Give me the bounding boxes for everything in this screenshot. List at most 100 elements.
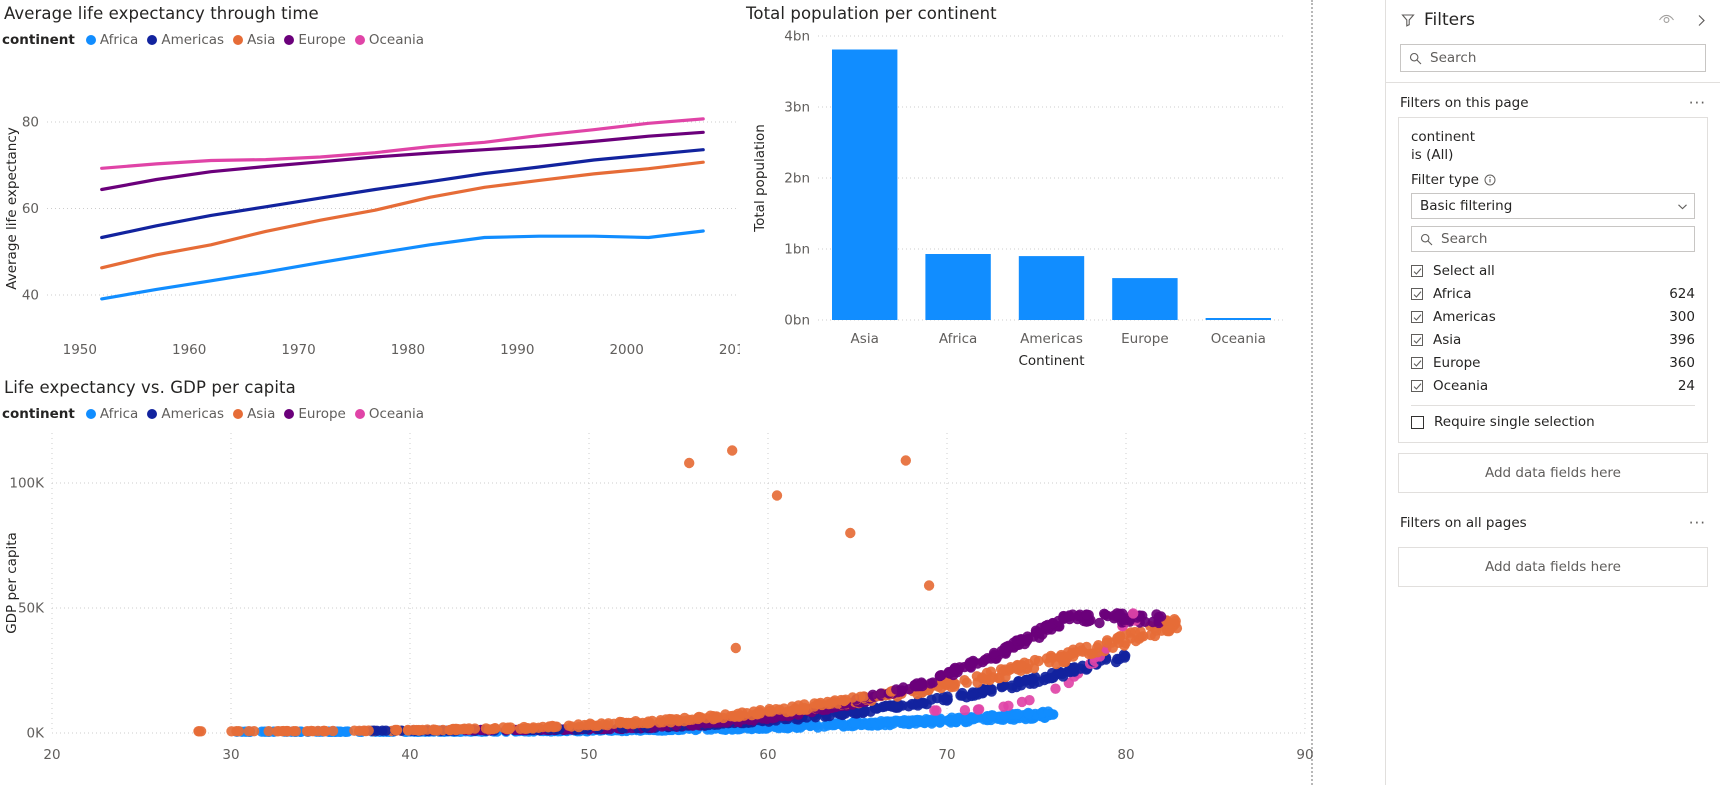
info-icon[interactable] [1484, 174, 1496, 186]
legend-item-americas[interactable]: Americas [147, 32, 224, 48]
filter-type-dropdown[interactable]: Basic filtering [1411, 193, 1695, 219]
checkbox-checked-icon [1411, 311, 1423, 323]
add-data-fields-this-page[interactable]: Add data fields here [1398, 453, 1708, 493]
filters-on-this-page-header: Filters on this page ··· [1386, 83, 1720, 117]
filter-card-continent[interactable]: continent is (All) Filter type Basic fil… [1398, 117, 1708, 443]
legend-swatch-oceania-scatter [354, 409, 365, 419]
filter-option-label: Asia [1433, 332, 1462, 348]
svg-text:Europe: Europe [1121, 331, 1168, 347]
eye-icon[interactable] [1658, 13, 1675, 27]
filter-option-oceania[interactable]: Oceania 24 [1411, 376, 1695, 396]
legend-title: continent [2, 32, 75, 48]
svg-text:3bn: 3bn [784, 100, 810, 116]
svg-text:40: 40 [401, 747, 418, 763]
legend-title-scatter: continent [2, 406, 75, 422]
filter-option-africa[interactable]: Africa 624 [1411, 284, 1695, 304]
svg-text:30: 30 [222, 747, 239, 763]
svg-text:60: 60 [759, 747, 776, 763]
search-icon [1420, 233, 1433, 245]
legend-label-europe: Europe [298, 32, 346, 48]
legend-swatch-africa-scatter [85, 409, 96, 419]
filter-option-americas[interactable]: Americas 300 [1411, 307, 1695, 327]
funnel-icon [1400, 12, 1416, 28]
svg-text:Asia: Asia [851, 331, 879, 347]
svg-text:GDP per capita: GDP per capita [4, 532, 20, 634]
filters-on-all-pages-label: Filters on all pages [1400, 515, 1527, 531]
filter-option-label: Americas [1433, 309, 1496, 325]
chevron-down-icon [1678, 203, 1687, 209]
filter-option-select-all[interactable]: Select all [1411, 261, 1695, 281]
svg-text:Average life expectancy: Average life expectancy [4, 127, 20, 289]
this-page-more-options-button[interactable]: ··· [1688, 94, 1706, 112]
filter-condition: is (All) [1411, 147, 1454, 163]
filter-values-search-input[interactable]: Search [1411, 226, 1695, 252]
visual-bar-chart[interactable]: Total population per continent 0bn 1bn 2bn… [740, 0, 1313, 372]
filter-option-label: Oceania [1433, 378, 1489, 394]
svg-text:0K: 0K [27, 726, 46, 742]
legend-item-asia-scatter[interactable]: Asia [233, 406, 275, 422]
svg-text:0bn: 0bn [784, 313, 810, 329]
legend-swatch-asia-scatter [233, 409, 244, 419]
legend-label-asia-scatter: Asia [247, 406, 276, 422]
require-single-selection-label: Require single selection [1434, 414, 1595, 430]
legend-item-africa[interactable]: Africa [85, 32, 138, 48]
svg-text:1bn: 1bn [784, 242, 810, 258]
filters-header: Filters [1386, 0, 1720, 40]
svg-text:90: 90 [1296, 747, 1313, 763]
filter-option-asia[interactable]: Asia 396 [1411, 330, 1695, 350]
all-pages-more-options-button[interactable]: ··· [1688, 514, 1706, 532]
legend-item-europe[interactable]: Europe [284, 32, 346, 48]
legend-label-africa-scatter: Africa [99, 406, 139, 422]
legend-item-americas-scatter[interactable]: Americas [147, 406, 224, 422]
legend-item-oceania[interactable]: Oceania [354, 32, 424, 48]
legend-label-americas-scatter: Americas [161, 406, 225, 422]
legend-item-asia[interactable]: Asia [233, 32, 275, 48]
svg-text:80: 80 [1117, 747, 1134, 763]
filter-values-list: Select all Africa 624 Americas 300 [1411, 261, 1695, 396]
svg-text:80: 80 [22, 114, 39, 130]
require-single-selection-row[interactable]: Require single selection [1411, 414, 1695, 430]
checkbox-unchecked-icon [1411, 415, 1424, 429]
line-chart-plot[interactable]: 40 60 80 1950 1960 1970 1980 1990 2000 2010 Year Av… [0, 56, 740, 366]
legend-label-americas: Americas [161, 32, 225, 48]
filter-option-label: Select all [1433, 263, 1495, 279]
scatter-chart-plot[interactable]: 0K 50K 100K 20 30 40 50 60 70 80 90 GDP per capita [0, 425, 1313, 785]
line-chart-title: Average life expectancy through time [4, 4, 319, 23]
filter-option-count: 396 [1669, 332, 1695, 348]
legend-item-oceania-scatter[interactable]: Oceania [354, 406, 424, 422]
checkbox-checked-icon [1411, 265, 1423, 277]
checkbox-checked-icon [1411, 334, 1423, 346]
filters-on-this-page-label: Filters on this page [1400, 95, 1529, 111]
svg-text:70: 70 [938, 747, 955, 763]
chevron-right-icon[interactable] [1695, 14, 1708, 27]
filters-search-input[interactable]: Search [1400, 44, 1706, 72]
filters-pane: Filters Search [1385, 0, 1720, 785]
filter-option-count: 24 [1677, 378, 1695, 394]
svg-text:1970: 1970 [281, 342, 315, 358]
legend-item-europe-scatter[interactable]: Europe [284, 406, 346, 422]
legend-label-europe-scatter: Europe [298, 406, 346, 422]
filter-option-europe[interactable]: Europe 360 [1411, 353, 1695, 373]
visual-scatter-chart[interactable]: Life expectancy vs. GDP per capita conti… [0, 372, 1313, 785]
legend-swatch-africa [85, 35, 96, 45]
svg-text:20: 20 [43, 747, 60, 763]
visual-line-chart[interactable]: Average life expectancy through time con… [0, 0, 740, 372]
svg-text:60: 60 [22, 201, 39, 217]
filters-on-all-pages-header: Filters on all pages ··· [1386, 493, 1720, 537]
bar-chart-plot[interactable]: 0bn 1bn 2bn 3bn 4bn Asia Africa Americas Europe O… [740, 20, 1313, 370]
line-chart-legend[interactable]: continent Africa Americas Asia Europe [0, 32, 740, 48]
svg-text:1960: 1960 [172, 342, 206, 358]
filter-divider [1411, 405, 1695, 406]
filter-option-count: 624 [1669, 286, 1695, 302]
legend-item-africa-scatter[interactable]: Africa [85, 406, 139, 422]
svg-text:1990: 1990 [500, 342, 534, 358]
legend-swatch-europe [284, 35, 295, 45]
svg-text:40: 40 [22, 288, 39, 304]
svg-text:Oceania: Oceania [1211, 331, 1266, 347]
filter-values-search-placeholder: Search [1441, 231, 1488, 247]
filter-type-value: Basic filtering [1420, 198, 1513, 214]
scatter-chart-legend[interactable]: continent Africa Americas Asia Europe [0, 406, 1313, 422]
add-data-fields-all-pages[interactable]: Add data fields here [1398, 547, 1708, 587]
filter-type-row: Filter type [1411, 172, 1695, 188]
svg-text:1950: 1950 [63, 342, 97, 358]
